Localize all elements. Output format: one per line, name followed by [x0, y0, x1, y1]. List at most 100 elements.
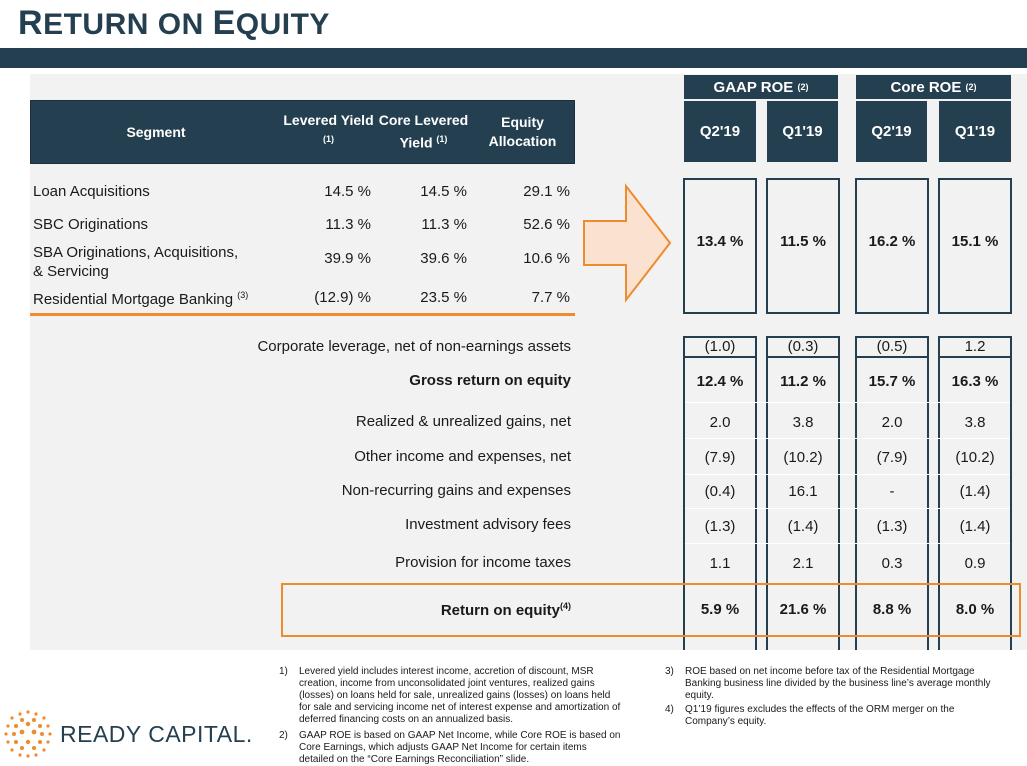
return-on-equity-value: 8.0 % — [955, 601, 995, 618]
levered-yield-value: 14.5 % — [324, 183, 371, 200]
segment-roe-box — [855, 178, 929, 314]
equity-allocation-value: 52.6 % — [523, 216, 570, 233]
bridge-value: (7.9) — [876, 449, 908, 466]
gross-roe-value: 15.7 % — [868, 373, 916, 390]
bridge-row-label: Non-recurring gains and expenses — [341, 482, 571, 499]
return-on-equity-value: 21.6 % — [779, 601, 827, 618]
segment-roe-value: 11.5 % — [780, 233, 826, 250]
row-divider — [685, 438, 1010, 439]
corporate-leverage-box — [938, 336, 1012, 358]
row-divider — [685, 474, 1010, 475]
levered-yield-value: (12.9) % — [314, 289, 371, 306]
footnotes-left: 1) Levered yield includes interest incom… — [279, 666, 621, 765]
bridge-value: (7.9) — [704, 449, 736, 466]
bridge-column — [938, 336, 1012, 650]
period-header: Q1'19 — [939, 101, 1011, 162]
segment-roe-value: 16.2 % — [868, 233, 916, 250]
levered-yield-value: 39.9 % — [324, 250, 371, 267]
footnote-text: Levered yield includes interest income, … — [299, 666, 621, 725]
bridge-row-label: Provision for income taxes — [395, 554, 571, 571]
bridge-value: (1.4) — [959, 483, 991, 500]
bridge-value: (1.0) — [704, 338, 736, 355]
gross-roe-value: 12.4 % — [696, 373, 744, 390]
bridge-row-label: Corporate leverage, net of non-earnings … — [257, 338, 571, 355]
segment-name: Loan Acquisitions — [33, 183, 150, 200]
core-levered-yield-value: 39.6 % — [420, 250, 467, 267]
footnotes-right: 3) ROE based on net income before tax of… — [665, 666, 991, 727]
title-band — [0, 48, 1027, 68]
gross-roe-value: 11.2 % — [780, 373, 826, 390]
return-on-equity-value: 5.9 % — [700, 601, 740, 618]
bridge-value: (1.4) — [959, 518, 991, 535]
gaap-roe-header: GAAP ROE (2) — [684, 75, 838, 99]
segment-header: Segment — [126, 123, 186, 140]
corporate-leverage-box — [766, 336, 840, 358]
period-header: Q2'19 — [684, 101, 756, 162]
segment-roe-value: 15.1 % — [951, 233, 999, 250]
segment-roe-box — [766, 178, 840, 314]
corporate-leverage-box — [855, 336, 929, 358]
gross-roe-value: 16.3 % — [951, 373, 999, 390]
row-divider — [685, 543, 1010, 544]
bridge-value: (1.3) — [704, 518, 736, 535]
return-on-equity-label: Return on equity(4) — [440, 601, 571, 619]
bridge-value: 2.0 — [881, 414, 903, 431]
period-header: Q2'19 — [856, 101, 927, 162]
gross-roe-label: Gross return on equity — [409, 372, 571, 389]
period-header: Q1'19 — [767, 101, 838, 162]
footnote-text: Q1’19 figures excludes the effects of th… — [685, 704, 955, 727]
bridge-value: 1.1 — [709, 555, 731, 572]
bridge-value: (1.4) — [787, 518, 819, 535]
bridge-value: 16.1 — [788, 483, 818, 500]
levered-yield-value: 11.3 % — [325, 216, 371, 233]
ready-capital-logo-icon — [4, 710, 52, 758]
core-levered-yield-value: 14.5 % — [420, 183, 467, 200]
bridge-value: 1.2 — [964, 338, 986, 355]
segment-roe-box — [938, 178, 1012, 314]
segment-roe-value: 13.4 % — [696, 233, 744, 250]
bridge-value: (10.2) — [955, 449, 995, 466]
bridge-value: (10.2) — [783, 449, 823, 466]
bridge-column — [766, 336, 840, 650]
bridge-value: (0.4) — [704, 483, 736, 500]
bridge-value: (0.3) — [787, 338, 819, 355]
row-divider — [685, 508, 1010, 509]
bridge-value: 3.8 — [964, 414, 986, 431]
row-divider — [685, 402, 1010, 403]
levered-yield-header: Levered Yield (1) — [283, 112, 374, 145]
equity-allocation-value: 29.1 % — [523, 183, 570, 200]
footnote-text: GAAP ROE is based on GAAP Net Income, wh… — [299, 730, 621, 765]
equity-allocation-header: Equity Allocation — [488, 114, 557, 149]
bridge-column — [855, 336, 929, 650]
bridge-value: 0.9 — [964, 555, 986, 572]
bridge-value: - — [889, 483, 895, 500]
core-levered-yield-value: 23.5 % — [420, 289, 467, 306]
bridge-value: (1.3) — [876, 518, 908, 535]
page-title: RETURN ON EQUITY — [18, 4, 330, 42]
bridge-value: 2.1 — [792, 555, 814, 572]
segment-name: SBC Originations — [33, 216, 149, 233]
equity-allocation-value: 10.6 % — [523, 250, 570, 267]
bridge-row-label: Other income and expenses, net — [354, 448, 571, 465]
segment-table-underline — [30, 313, 575, 316]
segment-roe-box — [683, 178, 757, 314]
bridge-column — [683, 336, 757, 650]
core-levered-yield-value: 11.3 % — [421, 216, 467, 233]
bridge-value: 2.0 — [709, 414, 731, 431]
bridge-value: 0.3 — [881, 555, 903, 572]
bridge-value: (0.5) — [876, 338, 908, 355]
right-arrow-icon — [583, 183, 672, 303]
equity-allocation-value: 7.7 % — [531, 289, 570, 306]
core-levered-yield-header: Core Levered Yield (1) — [378, 112, 469, 151]
corporate-leverage-box — [683, 336, 757, 358]
bridge-value: 3.8 — [792, 414, 814, 431]
segment-table-header: Segment Levered Yield (1) Core Levered Yi… — [30, 100, 575, 164]
footnote-text: ROE based on net income before tax of th… — [685, 666, 991, 701]
bridge-row-label: Investment advisory fees — [405, 516, 571, 533]
content-panel — [30, 74, 1027, 650]
bridge-row-label: Realized & unrealized gains, net — [355, 413, 571, 430]
return-on-equity-highlight — [281, 583, 1021, 637]
segment-name: SBA Originations, Acquisitions, & Servici… — [33, 244, 239, 280]
return-on-equity-value: 8.8 % — [872, 601, 912, 618]
core-roe-header: Core ROE (2) — [856, 75, 1011, 99]
